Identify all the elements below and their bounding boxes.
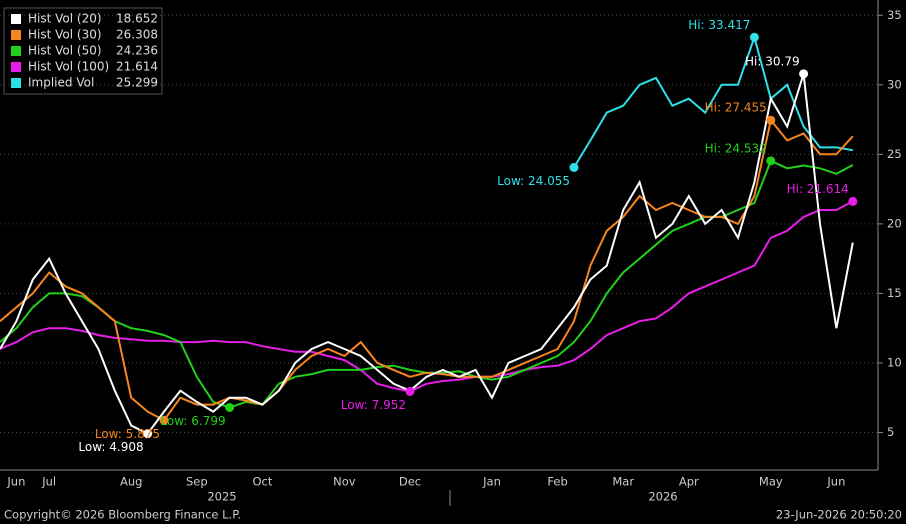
extreme-label: Low: 6.799 — [160, 414, 225, 428]
extreme-marker — [766, 115, 776, 125]
y-tick-label: 35 — [887, 8, 902, 22]
series-line — [0, 200, 854, 393]
legend-swatch — [11, 78, 21, 88]
extreme-marker — [143, 429, 153, 439]
extreme-label: Hi: 33.417 — [688, 18, 750, 32]
year-label: 2025 — [207, 490, 236, 504]
copyright: Copyright© 2026 Bloomberg Finance L.P. — [4, 508, 241, 522]
legend-swatch — [11, 46, 21, 56]
extreme-marker — [569, 162, 579, 172]
x-tick-label: Nov — [333, 475, 356, 489]
x-tick-label: Mar — [612, 475, 634, 489]
y-tick-label: 30 — [887, 77, 902, 91]
extreme-marker — [799, 69, 809, 79]
extreme-label: Hi: 24.532 — [705, 141, 767, 155]
y-tick-label: 10 — [887, 355, 902, 369]
extreme-label: Low: 24.055 — [497, 174, 570, 188]
legend-label: Implied Vol — [28, 76, 94, 90]
legend-label: Hist Vol (100) — [28, 60, 109, 74]
x-tick-label: Oct — [252, 475, 272, 489]
legend-value: 21.614 — [116, 60, 158, 74]
x-tick-label: Jun — [6, 475, 25, 489]
legend-box — [3, 7, 163, 95]
series-line — [0, 117, 854, 422]
extreme-label: Hi: 27.455 — [705, 101, 767, 115]
legend-swatch — [11, 62, 21, 72]
extreme-marker — [766, 156, 776, 166]
x-tick-label: Feb — [547, 475, 567, 489]
y-tick-label: 20 — [887, 216, 902, 230]
y-tick-label: 5 — [887, 425, 894, 439]
x-tick-label: Jun — [826, 475, 845, 489]
series-line — [573, 33, 853, 169]
year-label: 2026 — [648, 490, 677, 504]
legend-value: 24.236 — [116, 44, 158, 58]
extreme-label: Hi: 30.79 — [745, 54, 800, 68]
legend-value: 18.652 — [116, 12, 158, 26]
extreme-marker — [159, 415, 169, 425]
timestamp: 23-Jun-2026 20:50:20 — [776, 508, 902, 522]
y-tick-label: 15 — [887, 286, 902, 300]
x-tick-label: Dec — [399, 475, 421, 489]
extreme-marker — [405, 386, 415, 396]
legend-label: Hist Vol (30) — [28, 28, 102, 42]
legend-swatch — [11, 30, 21, 40]
x-tick-label: May — [759, 475, 783, 489]
legend-label: Hist Vol (50) — [28, 44, 102, 58]
legend-label: Hist Vol (20) — [28, 12, 102, 26]
extreme-marker — [225, 402, 235, 412]
extreme-label: Low: 5.875 — [95, 427, 160, 441]
extreme-label: Hi: 21.614 — [787, 182, 849, 196]
x-tick-label: Jul — [41, 475, 56, 489]
x-tick-label: Aug — [120, 475, 142, 489]
extreme-marker — [749, 32, 759, 42]
extreme-marker — [848, 196, 858, 206]
extreme-label: Low: 4.908 — [78, 440, 143, 454]
y-tick-label: 25 — [887, 147, 902, 161]
x-tick-label: Sep — [186, 475, 208, 489]
legend-value: 25.299 — [116, 76, 158, 90]
x-tick-label: Apr — [679, 475, 699, 489]
extreme-label: Low: 7.952 — [341, 398, 406, 412]
legend-swatch — [11, 14, 21, 24]
x-tick-label: Jan — [482, 475, 501, 489]
legend-value: 26.308 — [116, 28, 158, 42]
series-line — [0, 73, 854, 435]
